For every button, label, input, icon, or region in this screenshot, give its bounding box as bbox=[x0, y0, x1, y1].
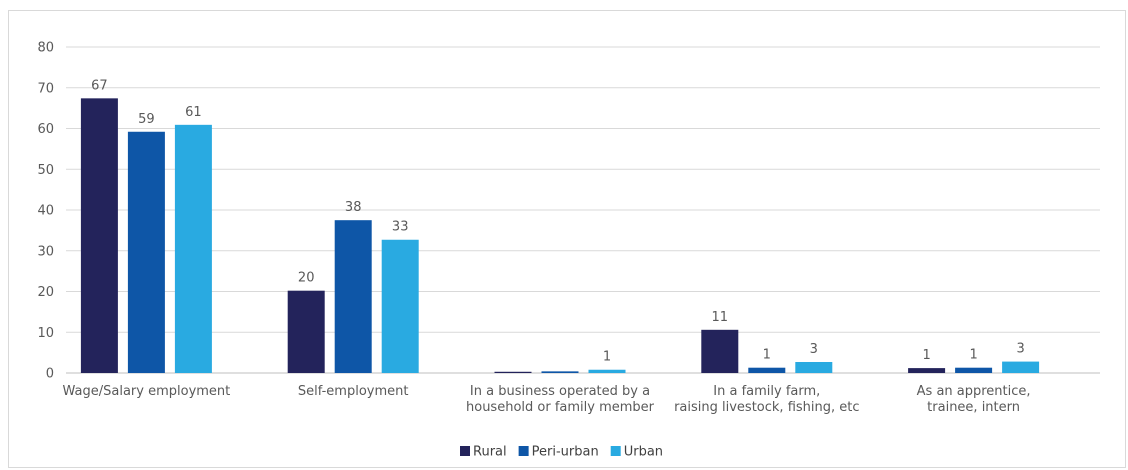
bar-urban-0 bbox=[174, 124, 212, 374]
data-label: 3 bbox=[1016, 342, 1024, 357]
x-category-label: In a family farm, bbox=[713, 384, 820, 399]
y-tick-label: 50 bbox=[37, 163, 54, 178]
x-category-label: As an apprentice, bbox=[917, 384, 1031, 399]
data-label: 33 bbox=[392, 220, 409, 235]
data-label: 1 bbox=[922, 348, 930, 363]
y-tick-label: 60 bbox=[37, 122, 54, 137]
data-label: 67 bbox=[91, 78, 108, 93]
data-label: 3 bbox=[810, 342, 818, 357]
x-category-label: Self-employment bbox=[298, 384, 409, 399]
legend-label: Urban bbox=[624, 445, 663, 460]
bar-peri-urban-4 bbox=[955, 367, 993, 373]
x-category-label: trainee, intern bbox=[927, 400, 1020, 415]
y-tick-label: 80 bbox=[37, 41, 54, 56]
bar-urban-1 bbox=[381, 239, 419, 373]
x-category-label: household or family member bbox=[466, 400, 655, 415]
x-category-label: Wage/Salary employment bbox=[63, 384, 231, 399]
legend-label: Rural bbox=[473, 445, 507, 460]
y-tick-label: 40 bbox=[37, 204, 54, 219]
y-tick-label: 10 bbox=[37, 326, 54, 341]
legend-swatch-urban bbox=[610, 446, 621, 456]
legend-label: Peri-urban bbox=[532, 445, 599, 460]
bar-urban-3 bbox=[795, 361, 833, 373]
bar-urban-2 bbox=[588, 369, 626, 373]
data-label: 11 bbox=[712, 310, 729, 325]
y-tick-label: 20 bbox=[37, 285, 54, 300]
y-tick-label: 30 bbox=[37, 244, 54, 259]
legend-swatch-rural bbox=[460, 446, 470, 456]
bar-peri-urban-1 bbox=[334, 220, 372, 373]
bar-rural-3 bbox=[701, 329, 739, 373]
data-label: 61 bbox=[185, 105, 202, 120]
y-tick-label: 70 bbox=[37, 81, 54, 96]
bar-peri-urban-3 bbox=[748, 367, 786, 373]
bar-peri-urban-2 bbox=[541, 371, 579, 373]
data-label: 1 bbox=[603, 350, 611, 365]
bar-rural-4 bbox=[908, 368, 946, 373]
x-category-label: In a business operated by a bbox=[470, 384, 650, 399]
y-tick-label: 0 bbox=[46, 367, 54, 382]
data-label: 38 bbox=[345, 200, 362, 215]
data-label: 20 bbox=[298, 271, 315, 286]
x-category-label: raising livestock, fishing, etc bbox=[674, 400, 859, 415]
bar-rural-1 bbox=[287, 290, 325, 373]
legend-swatch-peri-urban bbox=[518, 446, 529, 456]
bar-rural-0 bbox=[80, 98, 118, 373]
data-label: 1 bbox=[763, 348, 771, 363]
bar-urban-4 bbox=[1002, 361, 1040, 373]
data-label: 59 bbox=[138, 112, 155, 127]
data-label: 1 bbox=[969, 348, 977, 363]
bar-rural-2 bbox=[494, 371, 532, 373]
bar-peri-urban-0 bbox=[127, 131, 165, 373]
